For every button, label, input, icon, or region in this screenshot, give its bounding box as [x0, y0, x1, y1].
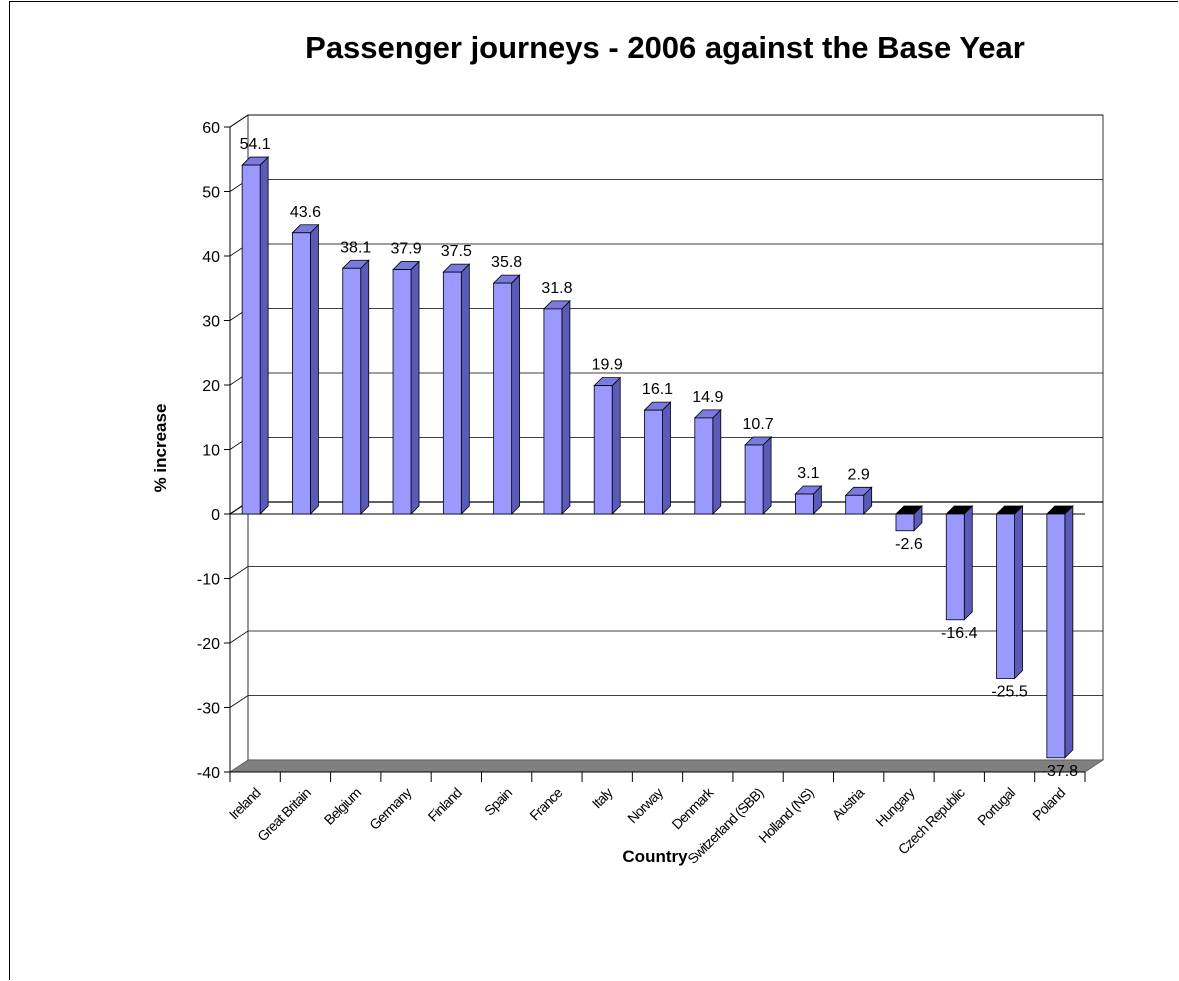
bar: [794, 493, 814, 515]
bar: [996, 513, 1015, 679]
chart-frame: [9, 1, 1178, 980]
bar: [1046, 513, 1066, 759]
x-tick-label: Belgium: [321, 785, 364, 828]
bar-side: [259, 156, 269, 515]
y-tick-label: 60: [202, 120, 220, 137]
bar: [392, 269, 412, 515]
gridline: [229, 114, 1103, 128]
bar: [342, 267, 362, 515]
data-label: -37.8: [1042, 763, 1079, 780]
bar: [744, 444, 764, 515]
x-tick-label: Germany: [366, 784, 415, 833]
bar-side: [310, 223, 319, 515]
x-tick-label: Italy: [589, 784, 616, 811]
data-label: 54.1: [240, 136, 271, 153]
y-tick-label: -30: [197, 701, 220, 718]
x-tick-label: Portugal: [974, 784, 1018, 828]
floor: [228, 759, 1105, 773]
x-tick-label: Denmark: [668, 784, 717, 833]
data-label: -16.4: [941, 625, 978, 642]
bar-side: [762, 436, 772, 515]
y-tick-label: -40: [197, 765, 220, 782]
y-tick-label: 50: [202, 185, 220, 202]
data-label: 43.6: [290, 204, 321, 221]
bar-side: [360, 259, 370, 515]
bar: [442, 271, 462, 515]
y-tick-label: 20: [202, 378, 220, 395]
bar: [543, 308, 563, 515]
data-labels: 54.1 43.6 38.1 37.9 37.5 35.8 31.8 19.9 16.1 14.9…: [240, 136, 1079, 780]
bar: [593, 385, 613, 515]
bar-side: [611, 376, 621, 515]
gridline: [229, 630, 1103, 644]
x-tick-label: Spain: [481, 785, 515, 819]
x-tick-label: Holland (NS): [755, 785, 816, 846]
data-label: 31.8: [541, 280, 572, 297]
bar-side: [511, 274, 521, 515]
y-tick-label: 40: [202, 249, 220, 266]
bars: [241, 156, 1074, 759]
gridline: [229, 566, 1103, 579]
bar-side: [1014, 505, 1023, 680]
bar: [493, 282, 513, 515]
x-tick-label: Poland: [1029, 785, 1068, 824]
x-tick-label: Norway: [624, 784, 666, 826]
x-tick-label: France: [526, 784, 565, 823]
gridline: [229, 695, 1103, 708]
data-label: 16.1: [642, 381, 673, 398]
gridline: [229, 179, 1103, 192]
data-label: 10.7: [743, 416, 774, 433]
bar: [644, 409, 663, 515]
y-tick-label: 10: [202, 443, 220, 460]
data-label: 35.8: [491, 254, 522, 271]
bar-side: [712, 408, 722, 515]
bar-side: [963, 505, 973, 621]
data-label: 37.5: [441, 243, 472, 260]
bar-side: [662, 401, 671, 515]
x-tick-label: Hungary: [872, 784, 917, 829]
bar-side: [410, 260, 420, 515]
bar-side: [460, 263, 470, 515]
data-label: 14.9: [692, 389, 723, 406]
bar: [845, 494, 865, 515]
data-label: 37.9: [390, 241, 421, 258]
y-tick-labels: 60 50 40 30 20 10 0 -10 -20 -30 -40: [197, 120, 230, 782]
y-tick-label: 0: [211, 507, 220, 524]
bar: [694, 417, 714, 515]
y-tick-label: 30: [202, 314, 220, 331]
y-tick-label: -10: [197, 572, 220, 589]
x-tick-label: Finland: [425, 785, 465, 825]
bar-side: [561, 299, 571, 515]
x-tick-label: Ireland: [226, 785, 264, 823]
bar-side: [1064, 505, 1074, 759]
bar: [945, 513, 965, 621]
bar: [895, 513, 915, 532]
data-label: 3.1: [797, 465, 819, 482]
x-tick-label: Great Britain: [254, 785, 314, 845]
data-label: 2.9: [848, 466, 870, 483]
bar: [241, 164, 261, 515]
x-tick-label: Austria: [829, 784, 868, 823]
data-label: -25.5: [991, 683, 1028, 700]
chart-title: Passenger journeys - 2006 against the Ba…: [305, 30, 1025, 65]
y-axis-title: % increase: [151, 404, 170, 493]
data-label: 19.9: [592, 357, 623, 374]
bar: [292, 232, 311, 515]
x-axis-title: Country: [622, 847, 688, 866]
y-tick-label: -20: [197, 636, 220, 653]
data-label: 38.1: [340, 239, 371, 256]
data-label: -2.6: [895, 536, 923, 553]
